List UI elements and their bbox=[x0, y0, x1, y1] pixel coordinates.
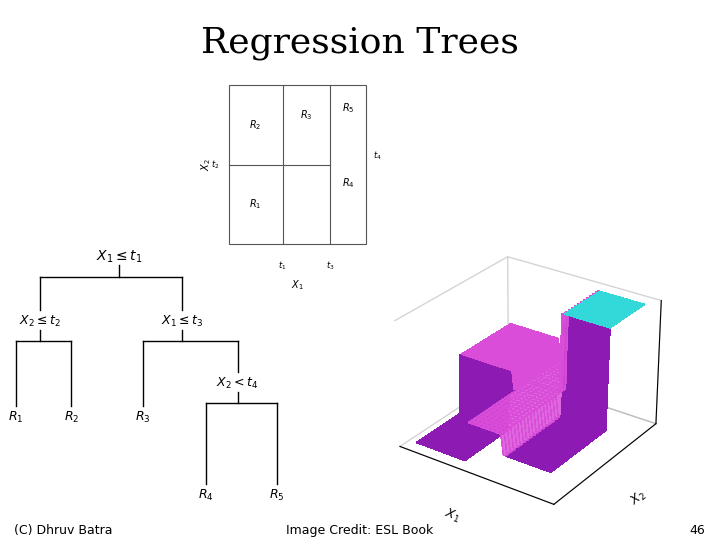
Text: (C) Dhruv Batra: (C) Dhruv Batra bbox=[14, 524, 113, 537]
Text: $t_3$: $t_3$ bbox=[325, 259, 334, 272]
Text: $R_5$: $R_5$ bbox=[269, 488, 285, 503]
Text: $R_3$: $R_3$ bbox=[135, 409, 150, 424]
Bar bbox=[229, 85, 366, 244]
Text: $R_1$: $R_1$ bbox=[249, 198, 262, 211]
Text: Image Credit: ESL Book: Image Credit: ESL Book bbox=[287, 524, 433, 537]
Text: $t_4$: $t_4$ bbox=[373, 149, 382, 161]
Text: $R_4$: $R_4$ bbox=[342, 177, 355, 191]
Text: 46: 46 bbox=[690, 524, 706, 537]
X-axis label: $X_1$: $X_1$ bbox=[441, 507, 462, 526]
Text: $X_1 \leq t_3$: $X_1 \leq t_3$ bbox=[161, 314, 203, 329]
Text: $R_3$: $R_3$ bbox=[300, 109, 312, 123]
Text: $t_1$: $t_1$ bbox=[279, 259, 287, 272]
Text: $X_2 < t_4$: $X_2 < t_4$ bbox=[217, 376, 258, 391]
Text: $R_2$: $R_2$ bbox=[63, 409, 79, 424]
Text: $X_2$: $X_2$ bbox=[199, 158, 213, 171]
Text: $X_1$: $X_1$ bbox=[291, 278, 304, 292]
Text: Regression Trees: Regression Trees bbox=[201, 26, 519, 60]
Text: $X_2 \leq t_2$: $X_2 \leq t_2$ bbox=[19, 314, 60, 329]
Text: $R_4$: $R_4$ bbox=[198, 488, 214, 503]
Y-axis label: $X_2$: $X_2$ bbox=[628, 488, 649, 509]
Text: $t_2$: $t_2$ bbox=[211, 158, 219, 171]
Text: $X_1 \leq t_1$: $X_1 \leq t_1$ bbox=[96, 249, 142, 265]
Text: $R_2$: $R_2$ bbox=[249, 118, 262, 132]
Text: $R_5$: $R_5$ bbox=[342, 101, 354, 115]
Text: $R_1$: $R_1$ bbox=[8, 409, 24, 424]
